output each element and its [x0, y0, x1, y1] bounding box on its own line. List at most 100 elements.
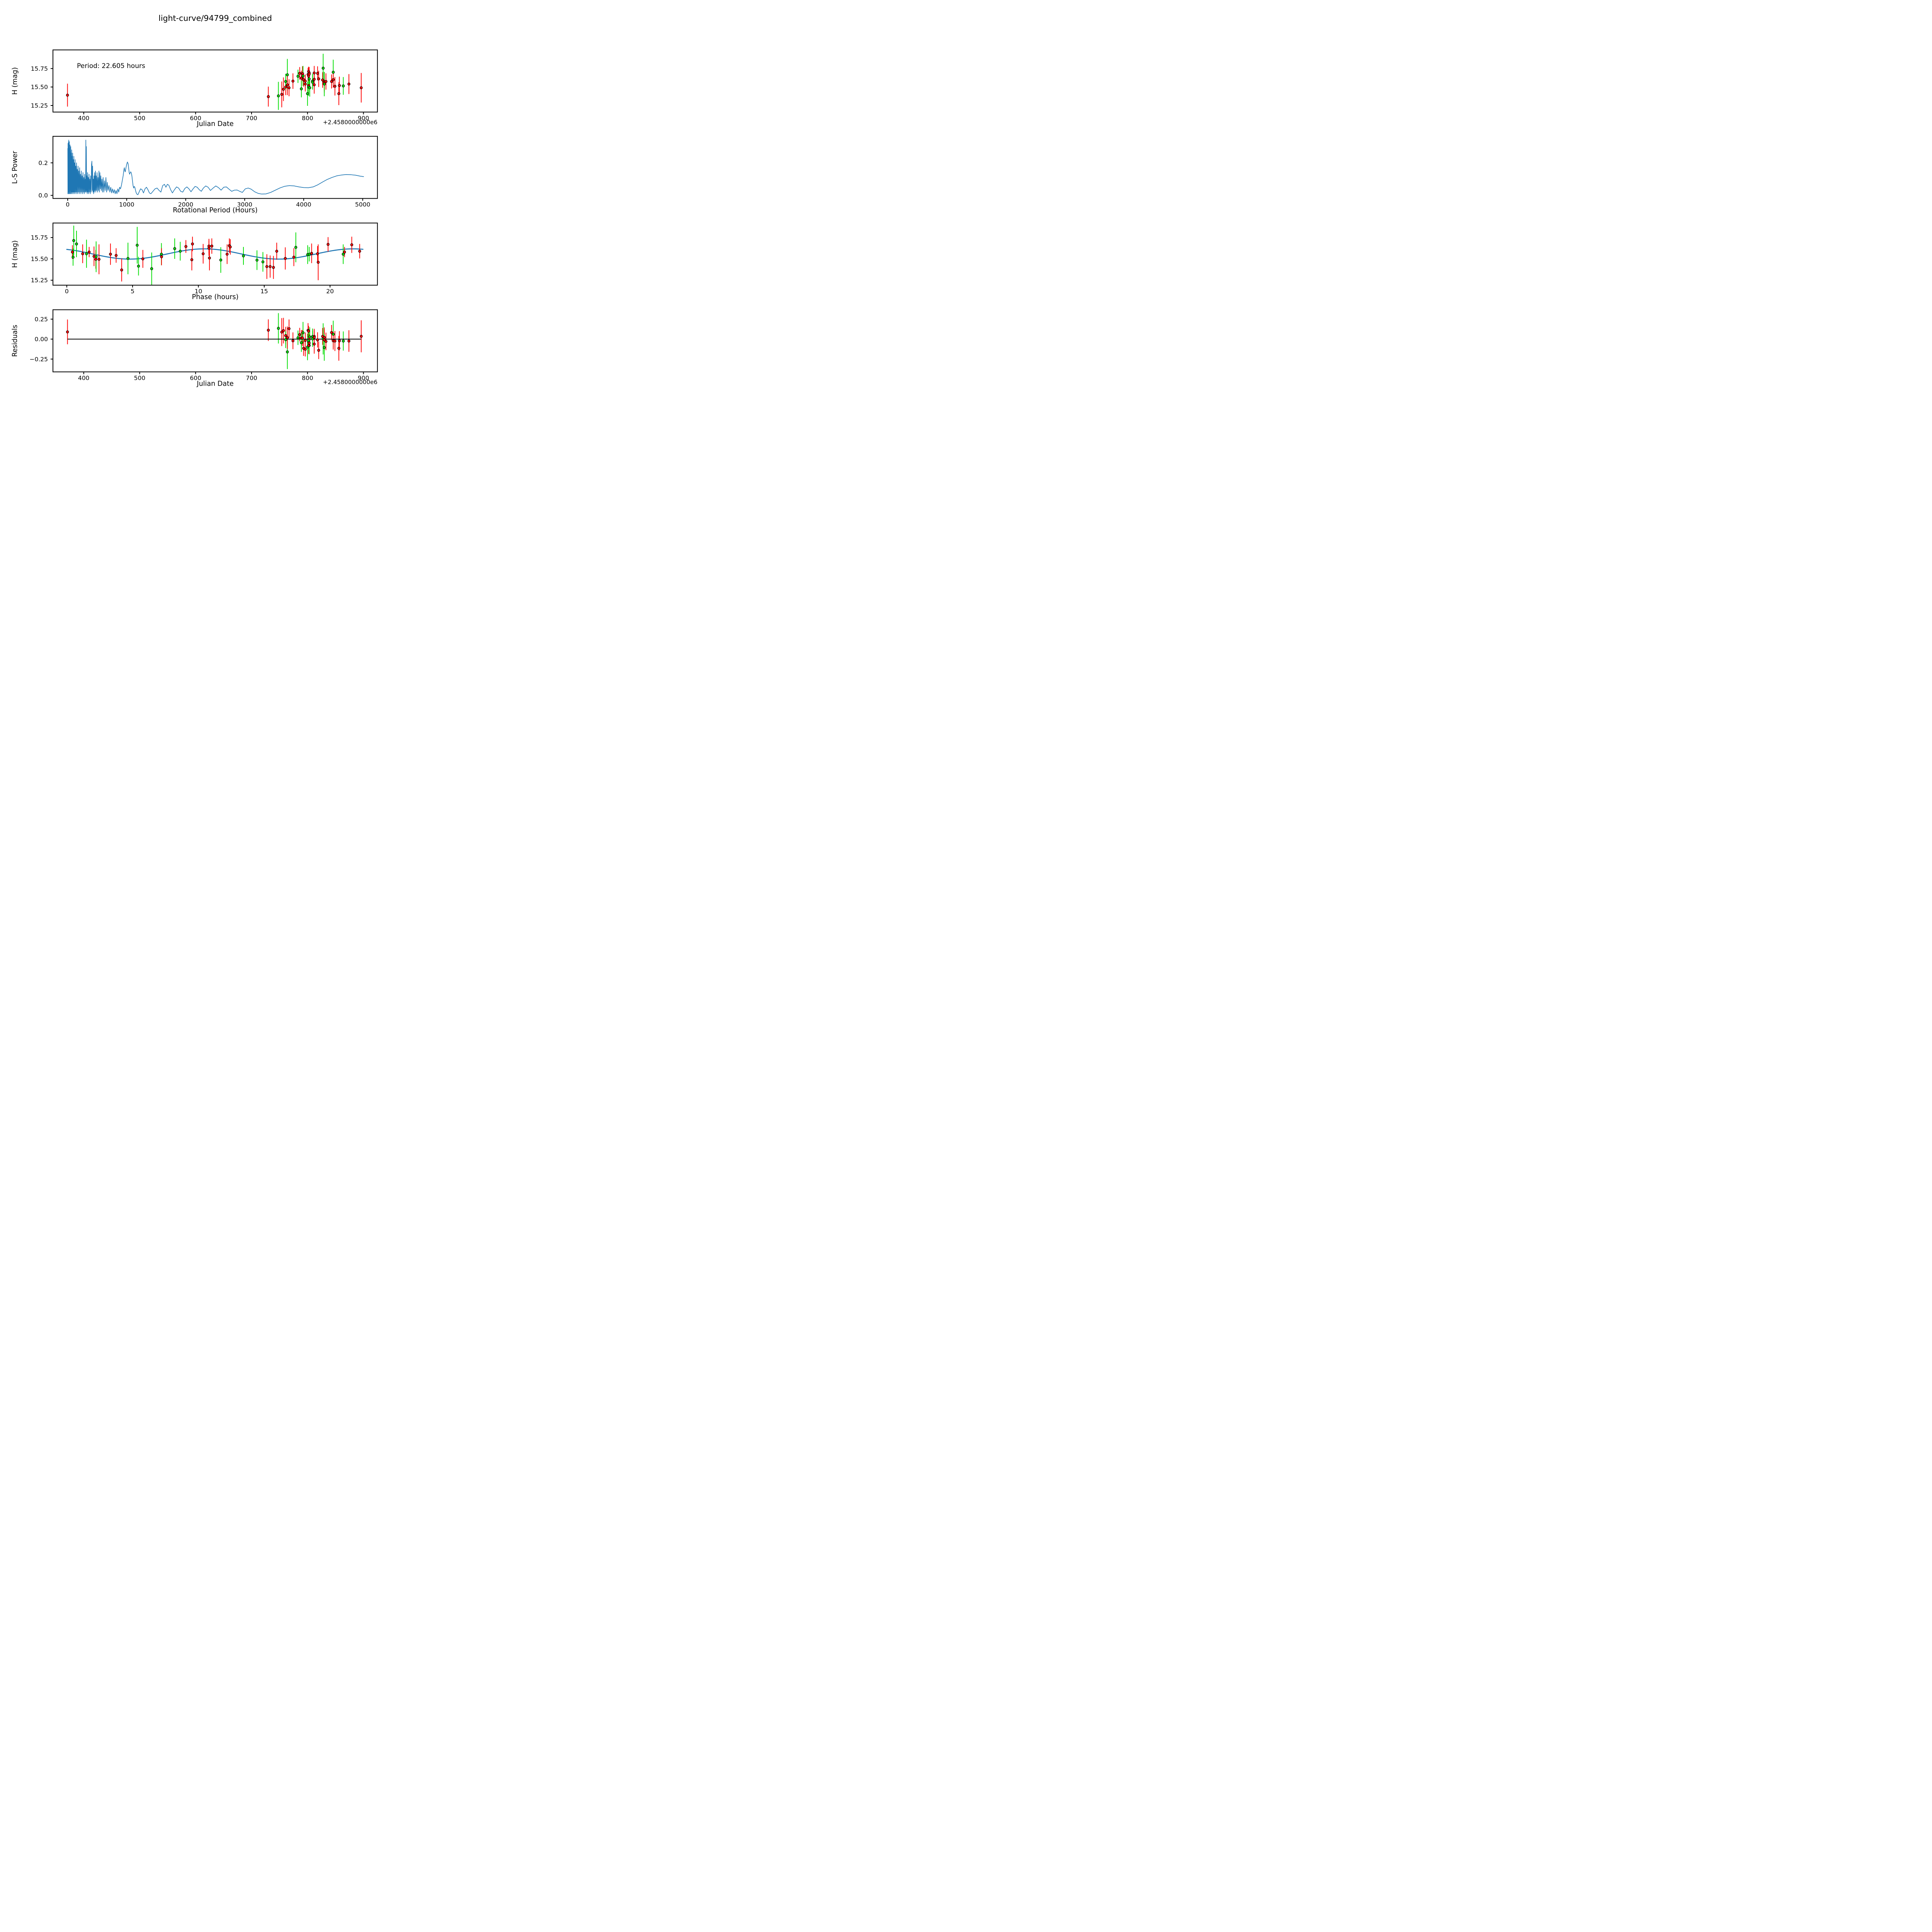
panel-lightcurve-ticks: 400 500 600 700 800 900 15.25 15.50 15.75 — [31, 65, 369, 122]
x-tick-label: 15 — [260, 288, 268, 295]
data-point — [126, 257, 129, 260]
data-point — [284, 80, 287, 83]
periodogram-ylabel: L-S Power — [11, 151, 19, 184]
data-point — [327, 243, 330, 246]
data-point — [330, 80, 333, 83]
data-point — [207, 247, 211, 250]
lightcurve-data — [66, 54, 363, 110]
data-point — [225, 253, 229, 256]
data-point — [284, 338, 287, 341]
data-point — [304, 80, 307, 83]
data-point — [316, 72, 319, 75]
data-point — [313, 342, 316, 346]
x-tick-label: 900 — [358, 115, 369, 122]
x-tick-label: 500 — [134, 374, 146, 381]
data-point — [179, 250, 182, 253]
figure-canvas: light-curve/94799_combined 400 500 600 700 8… — [11, 14, 378, 388]
data-point — [307, 330, 310, 333]
data-point — [338, 339, 341, 342]
y-tick-label: 0.00 — [34, 336, 48, 343]
x-tick-label: 10 — [195, 288, 202, 295]
y-tick-label: −0.25 — [30, 356, 48, 363]
data-point — [347, 82, 350, 86]
panel-residuals-frame — [53, 309, 378, 372]
y-tick-label: 15.50 — [31, 255, 48, 262]
data-point — [347, 339, 350, 343]
residuals-x-offset-text: +2.4580000000e6 — [323, 379, 378, 386]
figure: light-curve/94799_combined 400 500 600 700 8… — [0, 0, 417, 417]
data-point — [300, 77, 303, 80]
lightcurve-xlabel: Julian Date — [196, 120, 233, 128]
data-point — [275, 250, 278, 253]
data-point — [201, 252, 205, 255]
panel-periodogram: 0 1000 2000 3000 4000 5000 0.0 0.2 L-S Power Ro… — [11, 136, 378, 214]
residual-points — [66, 327, 363, 354]
data-point — [71, 250, 74, 254]
periodogram-xlabel: Rotational Period (Hours) — [173, 207, 257, 214]
panel-lightcurve: 400 500 600 700 800 900 15.25 15.50 15.75 Period… — [11, 49, 378, 128]
panel-lightcurve-frame — [53, 49, 378, 112]
x-tick-label: 400 — [78, 374, 90, 381]
data-point — [323, 82, 326, 86]
data-point — [94, 255, 98, 259]
data-point — [272, 266, 275, 269]
data-point — [333, 85, 337, 88]
data-point — [160, 253, 163, 256]
data-point — [277, 94, 280, 97]
period-annotation: Period: 22.605 hours — [77, 62, 145, 70]
periodogram-curve — [67, 139, 364, 195]
y-tick-label: 0.2 — [38, 160, 48, 167]
data-point — [301, 336, 304, 340]
x-tick-label: 600 — [190, 115, 201, 122]
figure-title: light-curve/94799_combined — [158, 14, 272, 23]
data-point — [343, 250, 346, 254]
data-point — [208, 257, 211, 260]
data-point — [261, 260, 265, 264]
phase-data — [66, 225, 364, 285]
data-point — [342, 84, 345, 88]
data-point — [160, 255, 163, 259]
data-point — [360, 86, 363, 89]
data-point — [255, 259, 259, 262]
data-point — [313, 83, 316, 87]
residuals-xlabel: Julian Date — [196, 380, 233, 388]
data-point — [282, 329, 285, 332]
data-point — [301, 331, 304, 334]
panel-phase-frame — [53, 223, 378, 286]
lightcurve-ylabel: H (mag) — [11, 67, 19, 95]
x-tick-label: 500 — [134, 115, 146, 122]
x-tick-label: 20 — [326, 288, 334, 295]
data-point — [210, 245, 213, 248]
data-point — [323, 346, 326, 349]
panel-phase: 0 5 10 15 20 15.25 15.50 15.75 H (mag) Phase (h… — [11, 223, 378, 301]
data-point — [291, 80, 294, 83]
y-tick-label: 15.75 — [31, 65, 48, 72]
residuals-data — [66, 313, 363, 369]
data-point — [284, 85, 287, 88]
data-point — [66, 330, 69, 333]
data-point — [333, 339, 337, 343]
data-point — [307, 339, 310, 342]
data-point — [332, 78, 335, 81]
x-tick-label: 800 — [302, 115, 313, 122]
data-point — [173, 247, 176, 250]
data-point — [317, 349, 320, 352]
data-point — [321, 66, 325, 70]
data-point — [310, 252, 313, 255]
data-point — [286, 83, 289, 87]
data-point — [97, 258, 100, 261]
x-tick-label: 3000 — [237, 201, 252, 208]
x-tick-label: 4000 — [296, 201, 311, 208]
data-point — [136, 243, 139, 247]
y-tick-label: 15.25 — [31, 102, 48, 109]
data-point — [304, 348, 307, 351]
lightcurve-x-offset-text: +2.4580000000e6 — [323, 119, 378, 126]
y-tick-label: 15.50 — [31, 84, 48, 91]
data-point — [313, 71, 316, 75]
data-point — [358, 250, 361, 253]
data-point — [120, 268, 123, 272]
data-point — [332, 71, 335, 74]
data-point — [286, 336, 289, 339]
data-point — [287, 327, 291, 330]
data-point — [190, 258, 194, 261]
